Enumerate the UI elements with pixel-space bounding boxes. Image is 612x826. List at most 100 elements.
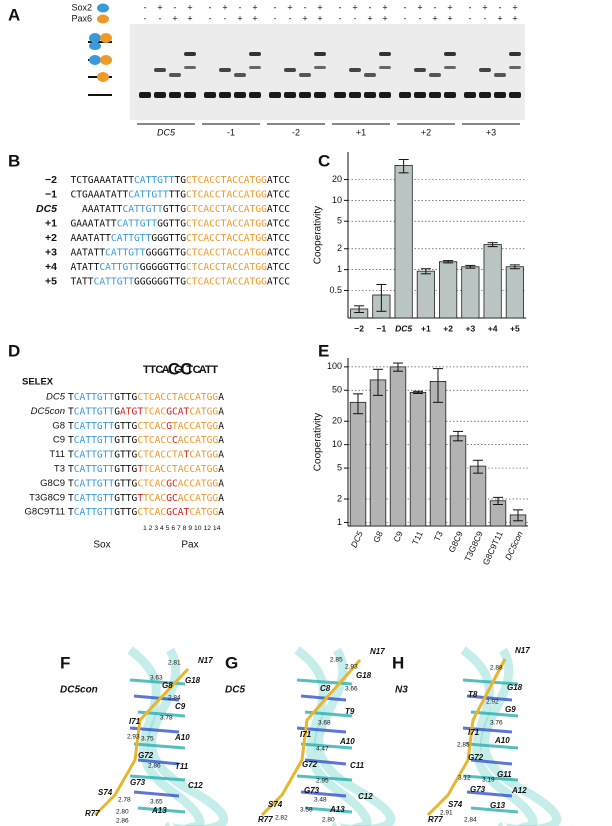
sequence: GAAATATTCATTGTTGGTTGCTCACCTACCATGGATCC: [70, 219, 290, 230]
pax6-sign: +: [432, 13, 437, 23]
helix-ribbon: [314, 647, 395, 826]
bar: [461, 266, 480, 319]
panel-label: B: [8, 151, 20, 170]
row-name: DC5: [46, 392, 66, 403]
seq-segment: CTCACCTACCATGG: [186, 175, 267, 186]
bar: [469, 465, 487, 527]
pax6-sign: -: [354, 13, 357, 23]
sequence: CTGAAATATTCATTGTTTTGCTCACCTACCATGGATCC: [70, 190, 290, 201]
residue-label: G11: [497, 770, 512, 779]
sequence: TCATTGTTGTTGCTCACCTACCATGGA: [68, 392, 224, 403]
group-label: +1: [356, 127, 366, 137]
logo-letter: C: [168, 359, 180, 378]
sequence: TATTCATTGTTGGGGGGTTGCTCACCTACCATGGATCC: [70, 277, 290, 288]
seq-segment: CATTGTT: [122, 204, 163, 215]
sequence: TCATTGTTGTTGCTCACGTACCATGGA: [68, 421, 224, 432]
x-tick-label: +5: [510, 323, 520, 333]
seq-segment: AATATT: [70, 248, 105, 259]
seq-segment: ATCC: [267, 190, 290, 201]
gel-band: [204, 92, 216, 98]
seq-segment: TACCATGG: [172, 421, 218, 432]
residue-label: G73: [304, 786, 320, 795]
sox2-sign: +: [482, 2, 487, 12]
base-stick: [129, 774, 186, 782]
gel-band: [479, 92, 491, 98]
seq-segment: ATCC: [267, 175, 290, 186]
residue-label: I71: [468, 728, 480, 737]
sox2-sign: -: [239, 2, 242, 12]
group-label: DC5: [157, 127, 176, 137]
distance-label: 2.93: [345, 664, 358, 671]
sequence: TCATTGTTGTTGTTCACGCACCATGGA: [68, 493, 224, 504]
seq-segment: ATCC: [267, 277, 290, 288]
distance-label: 3.75: [141, 736, 154, 743]
helix-ribbon: [127, 646, 205, 826]
distance-label: 3.68: [318, 720, 331, 727]
gel-image: [130, 24, 525, 120]
sox2-icon: [97, 3, 109, 13]
distance-label: 3.19: [482, 777, 495, 784]
gel-band: [269, 92, 281, 98]
pax6-icon: [100, 33, 112, 43]
distance-label: 2.82: [275, 815, 288, 822]
row-name: G8C9: [40, 478, 65, 489]
residue-label: A13: [151, 806, 167, 815]
logo-letter: G: [174, 364, 183, 376]
residue-label: R77: [258, 815, 273, 824]
seq-segment: CTCACC: [137, 435, 172, 446]
gel-band: [249, 52, 261, 56]
error-bar: [513, 509, 523, 522]
sox2-sign: -: [274, 2, 277, 12]
seq-segment: CTGAAATATT: [70, 190, 128, 201]
gel-band: [169, 92, 181, 98]
x-tick-label: +4: [488, 323, 498, 333]
logo-letter: A: [199, 364, 207, 376]
seq-segment: GTTG: [163, 204, 186, 215]
panel-label: A: [8, 5, 20, 24]
base-stick: [133, 694, 180, 702]
residue-label: C9: [175, 702, 186, 711]
pax6-sign: +: [367, 13, 372, 23]
residue-label: N17: [370, 647, 385, 656]
y-tick-label: 20: [332, 416, 342, 426]
selex-title: SELEX: [22, 377, 54, 388]
error-bar: [509, 264, 520, 270]
seq-segment: CATTGTT: [99, 262, 140, 273]
seq-segment: GTTG: [114, 464, 137, 475]
y-axis-label: Cooperativity: [313, 413, 324, 471]
distance-label: 2.78: [118, 797, 131, 804]
error-bar: [413, 390, 423, 394]
error-bar: [433, 368, 443, 403]
seq-segment: A: [218, 450, 224, 461]
seq-label: +4: [45, 261, 57, 273]
residue-label: G9: [505, 705, 516, 714]
gel-band: [139, 92, 151, 98]
sequence: AATATTCATTGTTGGGGTTGCTCACCTACCATGGATCC: [70, 248, 290, 259]
seq-segment: CTCACCTACCATGG: [186, 262, 267, 273]
seq-segment: CATTGTT: [74, 493, 115, 504]
gel-band: [444, 66, 456, 69]
seq-segment: CTCACCTACCATGG: [186, 248, 267, 259]
distance-label: 4.47: [316, 746, 329, 753]
base-stick: [304, 806, 353, 814]
base-stick: [300, 790, 347, 798]
pax6-sign: +: [172, 13, 177, 23]
pax6-sign: -: [484, 13, 487, 23]
seq-segment: TATT: [70, 277, 93, 288]
bar: [483, 244, 502, 319]
seq-segment: GAAATATT: [70, 219, 116, 230]
distance-label: 3.76: [490, 720, 503, 727]
residue-label: R77: [428, 815, 443, 824]
distance-label: 2.91: [440, 810, 453, 817]
seq-segment: AAATATT: [70, 233, 111, 244]
pax6-sign: +: [252, 13, 257, 23]
seq-segment: T: [68, 493, 74, 504]
gel-band: [464, 92, 476, 98]
distance-label: 2.84: [168, 695, 181, 702]
sox2-sign: +: [382, 2, 387, 12]
row-name: DC5con: [31, 406, 65, 417]
logo-letter: C: [155, 364, 163, 376]
gel-band: [299, 92, 311, 98]
y-tick-label: 10: [332, 195, 342, 205]
